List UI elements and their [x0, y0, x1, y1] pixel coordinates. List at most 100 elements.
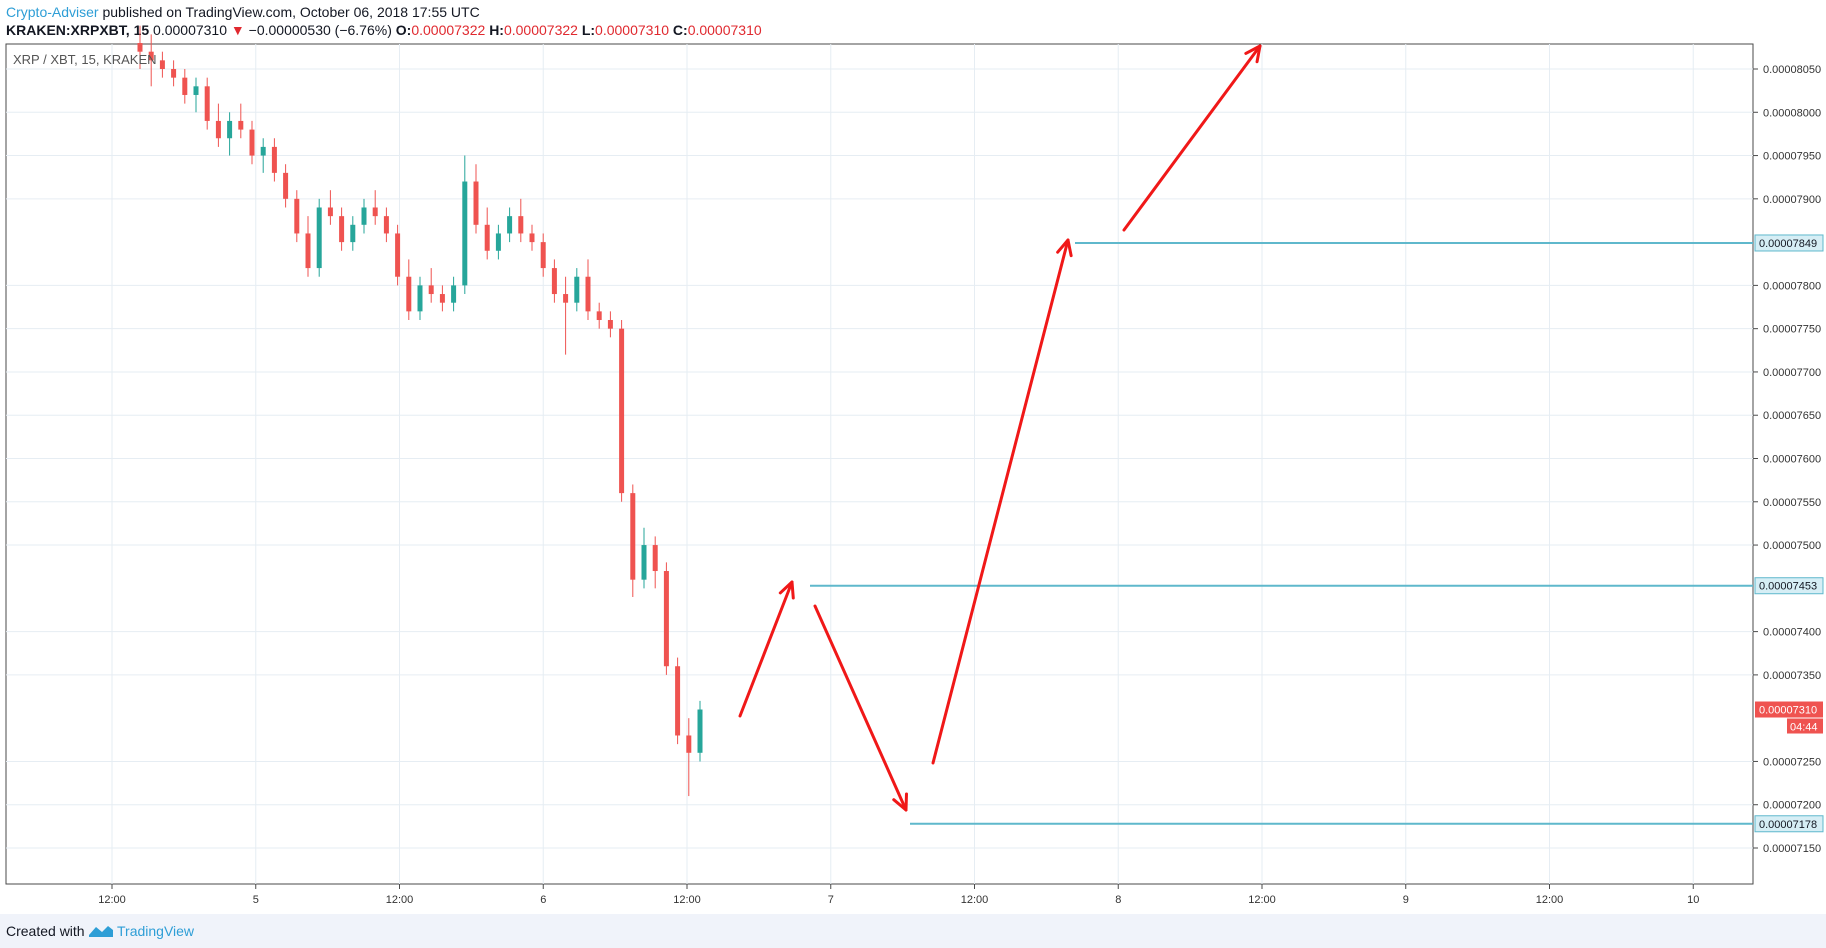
candle-body [204, 86, 210, 121]
tradingview-logo-icon [89, 926, 113, 937]
candle-body [137, 43, 143, 52]
y-tick-label: 0.00007600 [1763, 454, 1821, 466]
candle-body [495, 233, 501, 251]
change-value: −0.00000530 (−6.76%) [248, 22, 392, 38]
candle-body [563, 294, 569, 303]
chart-header: Crypto-Adviser published on TradingView.… [0, 0, 1826, 44]
y-tick-label: 0.00007800 [1763, 280, 1821, 292]
y-tick-label: 0.00007200 [1763, 800, 1821, 812]
candle-body [619, 328, 625, 494]
open-label: O: [395, 22, 412, 38]
candle-body [350, 224, 356, 243]
y-tick-label: 0.00007150 [1763, 843, 1821, 855]
y-tick-label: 0.00007900 [1763, 194, 1821, 206]
candle-body [316, 207, 322, 269]
footer-brand-link[interactable]: TradingView [117, 923, 195, 939]
levels[interactable]: 0.00007849 0.00007453 0.00007178 [810, 234, 1824, 833]
low-value: 0.00007310 [595, 22, 670, 38]
arrow-head-icon [1244, 44, 1262, 64]
time-axis[interactable]: 12:00 5 12:00 6 12:00 7 12:00 8 12:00 9 12:00 10 [98, 884, 1699, 906]
change-arrow-icon: ▼ [230, 22, 245, 38]
ohlc-line: KRAKEN:XRPXBT, 15 0.00007310 ▼ −0.000005… [6, 21, 762, 39]
candle-body [507, 216, 513, 234]
projection-arrow [738, 580, 794, 718]
candle-body [484, 224, 490, 251]
candle-body [540, 242, 546, 269]
open-value: 0.00007322 [411, 22, 486, 38]
candle-body [271, 146, 277, 173]
candle-body [529, 233, 535, 243]
candle-body [596, 311, 602, 321]
y-tick-label: 0.00007400 [1763, 627, 1821, 639]
y-tick-label: 0.00007250 [1763, 756, 1821, 768]
last-value: 0.00007310 [153, 22, 227, 38]
price-axis[interactable]: 0.00008050 0.00008000 0.00007950 0.00007900… [1753, 64, 1823, 855]
y-tick-label: 0.00007950 [1763, 151, 1821, 163]
footer-created-text: Created with [6, 923, 85, 939]
arrow-head-icon [892, 792, 908, 812]
candle-body [473, 181, 479, 225]
arrows [738, 44, 1262, 812]
symbol-label: KRAKEN:XRPXBT, 15 [6, 22, 150, 38]
candle-body [652, 545, 658, 572]
x-tick-label: 12:00 [1536, 894, 1564, 906]
level-value: 0.00007178 [1759, 819, 1817, 831]
candle-body [675, 666, 681, 736]
projection-arrow [931, 238, 1070, 765]
price-chart[interactable]: 0.00007849 0.00007453 0.00007178 0.0000805… [0, 0, 1826, 914]
candle-body [451, 285, 457, 303]
candle-body [641, 545, 647, 580]
arrow-head-icon [1056, 238, 1073, 258]
level-value: 0.00007849 [1759, 238, 1817, 250]
candle-body [215, 120, 221, 139]
current-price-value: 0.00007310 [1759, 705, 1817, 717]
candle-body [439, 294, 445, 303]
plot-area[interactable] [5, 43, 1754, 885]
candle-body [361, 207, 367, 225]
grid [6, 44, 1753, 884]
level-tag [1754, 815, 1824, 833]
countdown-value: 04:44 [1790, 722, 1818, 734]
projection-arrow [813, 604, 908, 812]
publish-line: Crypto-Adviser published on TradingView.… [6, 3, 480, 21]
x-tick-label: 12:00 [386, 894, 414, 906]
candle-body [417, 285, 423, 312]
level-tag [1754, 234, 1824, 252]
candle-body [260, 146, 266, 156]
x-tick-label: 6 [540, 894, 546, 906]
x-tick-label: 8 [1115, 894, 1121, 906]
y-tick-label: 0.00008050 [1763, 64, 1821, 76]
published-text: published on TradingView.com, October 06… [98, 4, 480, 20]
level-tag [1754, 577, 1824, 595]
candle-body [171, 69, 177, 78]
candle-body [663, 571, 669, 667]
x-tick-label: 12:00 [98, 894, 126, 906]
close-value: 0.00007310 [687, 22, 762, 38]
candle-body [148, 51, 154, 61]
x-tick-label: 9 [1403, 894, 1409, 906]
x-tick-label: 7 [828, 894, 834, 906]
x-tick-label: 12:00 [1248, 894, 1276, 906]
author-link[interactable]: Crypto-Adviser [6, 4, 99, 20]
candle-body [182, 77, 188, 95]
projection-arrow [1122, 44, 1262, 232]
candle-body [227, 120, 233, 139]
high-label: H: [489, 22, 504, 38]
current-price-tag [1755, 701, 1823, 718]
candle-body [607, 320, 613, 329]
x-tick-label: 12:00 [961, 894, 989, 906]
x-tick-label: 12:00 [673, 894, 701, 906]
candle-body [574, 276, 580, 303]
candle-body [428, 285, 434, 295]
x-tick-label: 10 [1687, 894, 1699, 906]
candle-body [305, 233, 311, 269]
candle-body [249, 129, 255, 156]
footer: Created with TradingView [0, 914, 1826, 948]
candle-body [551, 268, 557, 295]
candle-body [697, 709, 703, 753]
candle-body [462, 181, 468, 286]
level-value: 0.00007453 [1759, 581, 1817, 593]
high-value: 0.00007322 [503, 22, 578, 38]
candle-body [327, 207, 333, 217]
candle-body [406, 276, 412, 312]
